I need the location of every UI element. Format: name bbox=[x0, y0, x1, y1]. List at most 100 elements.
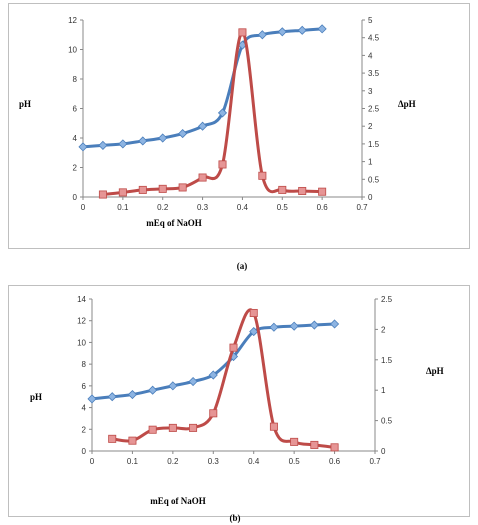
chart-a-dph-series-point bbox=[298, 186, 307, 195]
chart-b-xtick-label: 0 bbox=[90, 457, 95, 466]
chart-a-ytick-label: 0 bbox=[73, 193, 78, 202]
chart-b-y2tick-label: 2.5 bbox=[381, 295, 393, 304]
chart-a-ph-series-point bbox=[158, 133, 168, 143]
chart-b-dph-series-point bbox=[229, 343, 238, 352]
chart-b-ph-series-point bbox=[188, 376, 198, 387]
chart-a-ytick-label: 8 bbox=[73, 75, 78, 84]
chart-a-ph-series-point bbox=[217, 108, 228, 118]
chart-a-y2tick-label: 2.5 bbox=[368, 105, 380, 114]
chart-b-ph-series-point bbox=[289, 321, 299, 331]
chart-a-xtick-label: 0.3 bbox=[197, 203, 209, 212]
chart-b-ytick-label: 6 bbox=[82, 382, 87, 391]
chart-a-ytick-label: 12 bbox=[68, 16, 77, 25]
chart-b-dph-series-point bbox=[148, 425, 157, 434]
chart-b-xtick-label: 0.4 bbox=[248, 457, 260, 466]
chart-a-y2tick-label: 4.5 bbox=[368, 34, 380, 43]
chart-b-ylabel: pH bbox=[30, 392, 42, 402]
chart-a-ylabel: pH bbox=[19, 99, 31, 109]
chart-a-ph-series-point bbox=[257, 30, 267, 40]
chart-a-y2tick-label: 1.5 bbox=[368, 140, 380, 149]
chart-a-ph-series-point bbox=[118, 139, 128, 149]
chart-a-y2tick-label: 3 bbox=[368, 87, 373, 96]
chart-b-ph-series-point bbox=[309, 320, 319, 330]
chart-b-dph-series-point bbox=[249, 308, 258, 317]
chart-b-ytick-label: 8 bbox=[82, 360, 87, 369]
chart-b-dph-series-point bbox=[108, 434, 117, 443]
chart-b-xtick-label: 0.5 bbox=[289, 457, 301, 466]
chart-a-xlabel: mEq of NaOH bbox=[146, 218, 202, 228]
chart-a-dph-series-point bbox=[218, 160, 227, 169]
chart-a-ytick-label: 6 bbox=[73, 105, 78, 114]
chart-b-y2tick-label: 0 bbox=[381, 447, 386, 456]
chart-a-y2tick-label: 4 bbox=[368, 51, 373, 60]
chart-b-ph-series-point bbox=[249, 327, 259, 337]
chart-b-ytick-label: 4 bbox=[82, 404, 87, 413]
chart-b-dph-series-line bbox=[112, 308, 335, 449]
chart-b-ytick-label: 2 bbox=[82, 425, 87, 434]
chart-b-ytick-label: 10 bbox=[77, 338, 86, 347]
chart-b-y2tick-label: 1 bbox=[381, 386, 386, 395]
chart-b-dph-series-point bbox=[269, 422, 278, 431]
chart-b-y2tick-label: 1.5 bbox=[381, 356, 393, 365]
chart-b-dph-series-point bbox=[290, 437, 299, 446]
chart-a-xtick-label: 0.1 bbox=[117, 203, 129, 212]
chart-b-xtick-label: 0.3 bbox=[208, 457, 220, 466]
chart-a-dph-series-point bbox=[278, 185, 287, 194]
chart-b-ph-series-point bbox=[127, 389, 137, 400]
chart-a-y2tick-label: 0.5 bbox=[368, 175, 380, 184]
chart-a-dph-series-point bbox=[158, 184, 167, 193]
chart-b-ph-series-point bbox=[168, 381, 178, 391]
chart-a-caption: (a) bbox=[237, 261, 248, 271]
chart-b-ytick-label: 14 bbox=[77, 295, 86, 304]
chart-b-plot: 0 2 4 6 8 10 12 14 0 0.5 1 1.5 2 2.5 0 0.1 0.2 0.3 0.4 0.5 0… bbox=[77, 295, 393, 466]
chart-b-xlabel: mEq of NaOH bbox=[150, 496, 206, 506]
chart-a-y2tick-label: 5 bbox=[368, 16, 373, 25]
chart-b-xtick-label: 0.6 bbox=[329, 457, 341, 466]
chart-b-y2tick-label: 2 bbox=[381, 325, 386, 334]
chart-a-dph-series-point bbox=[258, 171, 267, 180]
chart-b-dph-series-point bbox=[209, 409, 218, 418]
chart-a-dph-series-line bbox=[102, 30, 323, 197]
chart-a-xtick-label: 0.6 bbox=[317, 203, 329, 212]
chart-a-xtick-label: 0.4 bbox=[237, 203, 249, 212]
chart-b-frame bbox=[8, 285, 470, 517]
chart-a-xtick-label: 0 bbox=[81, 203, 86, 212]
chart-b-y2tick-label: 0.5 bbox=[381, 417, 393, 426]
chart-b-caption: (b) bbox=[230, 513, 241, 523]
chart-a-xtick-label: 0.7 bbox=[356, 203, 368, 212]
chart-a-dph-series-point bbox=[138, 185, 147, 194]
chart-b-xtick-label: 0.1 bbox=[127, 457, 139, 466]
chart-b-ph-series-line bbox=[91, 322, 335, 401]
chart-b-dph-series-point bbox=[310, 440, 319, 449]
chart-a-dph-series-point bbox=[98, 190, 107, 199]
chart-b-ytick-label: 0 bbox=[82, 447, 87, 456]
chart-b-dph-series-point bbox=[128, 436, 137, 445]
chart-a-dph-series-point bbox=[238, 28, 247, 37]
chart-a-y2tick-label: 2 bbox=[368, 122, 373, 131]
chart-b-ph-series-point bbox=[148, 385, 158, 395]
chart-b-dph-series-point bbox=[168, 423, 177, 432]
chart-a-ph-series-point bbox=[277, 27, 287, 37]
chart-b-dph-series-point bbox=[330, 443, 339, 452]
chart-a-dph-series-point bbox=[318, 187, 327, 196]
chart-b-ytick-label: 12 bbox=[77, 317, 86, 326]
chart-b-y2label: ΔpH bbox=[426, 366, 444, 376]
chart-a-y2tick-label: 1 bbox=[368, 158, 373, 167]
chart-a-y2tick-label: 0 bbox=[368, 193, 373, 202]
chart-b-xtick-label: 0.7 bbox=[369, 457, 381, 466]
chart-b-ph-series-point bbox=[269, 322, 279, 332]
chart-a-ytick-label: 10 bbox=[68, 46, 77, 55]
chart-b-xtick-label: 0.2 bbox=[167, 457, 179, 466]
chart-a-xtick-label: 0.2 bbox=[157, 203, 169, 212]
chart-a-xtick-label: 0.5 bbox=[277, 203, 289, 212]
chart-a-ytick-label: 2 bbox=[73, 164, 78, 173]
chart-b-dph-series-point bbox=[189, 423, 198, 432]
chart-a-plot: 0 2 4 6 8 10 12 0 0.5 1 1.5 2 2.5 3 3.5 4 4.5 5 0 0.1 0.2 0.3… bbox=[68, 16, 380, 212]
chart-a-ph-series-point bbox=[178, 129, 188, 139]
chart-a-ph-series-point bbox=[78, 142, 88, 152]
chart-b-ph-series-point bbox=[208, 370, 218, 380]
chart-a-ph-series-point bbox=[297, 25, 307, 35]
chart-a-y2label: ΔpH bbox=[398, 99, 416, 109]
chart-a-dph-series-point bbox=[118, 188, 127, 197]
